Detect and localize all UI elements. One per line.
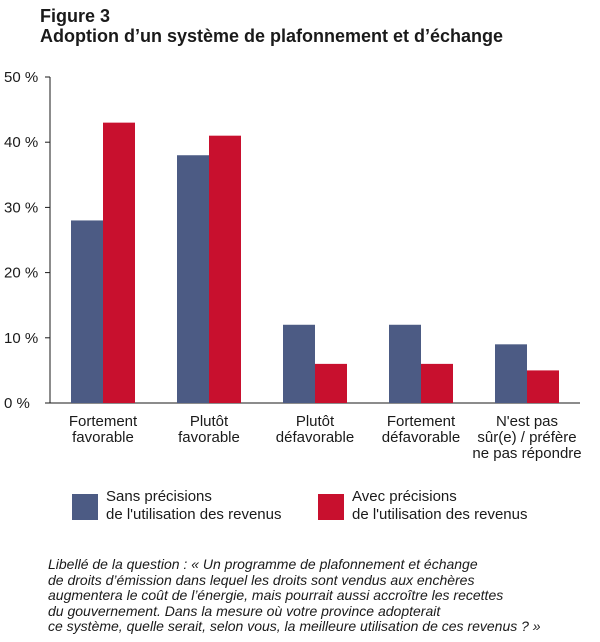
x-category-label-line: N'est pas xyxy=(496,413,558,430)
legend-swatch-series-2 xyxy=(318,494,344,520)
y-tick-label: 10 % xyxy=(4,330,38,347)
note-line: du gouvernement. Dans la mesure où votre… xyxy=(48,602,441,619)
chart-title: Adoption d’un système de plafonnement et… xyxy=(40,26,504,46)
bar-series-1 xyxy=(495,344,527,403)
note-line: ce système, quelle serait, selon vous, l… xyxy=(48,618,541,635)
x-category-label: N'est pas sûr(e) / préfère ne pas répondre xyxy=(472,413,581,462)
x-category-label-line: favorable xyxy=(178,429,240,446)
figure-label: Figure 3 xyxy=(40,6,111,26)
x-category-label-line: Plutôt xyxy=(190,413,229,430)
x-category-label: Plutôt défavorable xyxy=(276,413,354,446)
x-category-label-line: défavorable xyxy=(382,429,460,446)
y-tick-label: 0 % xyxy=(4,395,30,412)
legend-label-line: de l'utilisation des revenus xyxy=(352,506,528,523)
x-category-label-line: Plutôt xyxy=(296,413,335,430)
bar-series-2 xyxy=(315,363,347,403)
bar-series-2 xyxy=(421,363,453,403)
note-line: augmentera le coût de l’énergie, mais po… xyxy=(48,587,504,604)
x-category-label-line: Fortement xyxy=(387,413,456,430)
x-category-label-line: défavorable xyxy=(276,429,354,446)
legend-label-series-1: Sans précisions de l'utilisation des rev… xyxy=(106,488,281,524)
legend-label-line: Sans précisions xyxy=(106,488,212,505)
y-tick-label: 40 % xyxy=(4,134,38,151)
y-tick-label: 20 % xyxy=(4,265,38,282)
bar-series-1 xyxy=(283,324,315,403)
bar-series-2 xyxy=(209,135,241,403)
x-category-label-line: ne pas répondre xyxy=(472,445,581,462)
bar-series-1 xyxy=(389,324,421,403)
legend-label-series-2: Avec précisions de l'utilisation des rev… xyxy=(352,488,527,524)
legend-swatch-series-1 xyxy=(72,494,98,520)
bar-series-2 xyxy=(103,122,135,403)
legend-label-line: de l'utilisation des revenus xyxy=(106,506,282,523)
x-category-label-line: Fortement xyxy=(69,413,138,430)
x-category-label: Plutôt favorable xyxy=(178,413,240,446)
bar-series-2 xyxy=(527,370,559,403)
x-category-label-line: favorable xyxy=(72,429,134,446)
x-category-label: Fortement défavorable xyxy=(382,413,460,446)
y-tick-label: 30 % xyxy=(4,199,38,216)
bar-chart: 0 %10 %20 %30 %40 %50 %Fortement favorabl… xyxy=(4,69,582,462)
x-category-label-line: sûr(e) / préfère xyxy=(477,429,576,446)
y-tick-label: 50 % xyxy=(4,69,38,86)
bar-series-1 xyxy=(177,155,209,403)
bar-series-1 xyxy=(71,220,103,403)
note-line: de droits d’émission dans lequel les dro… xyxy=(48,571,475,588)
note-line: Libellé de la question : « Un programme … xyxy=(48,556,478,572)
x-category-label: Fortement favorable xyxy=(69,413,138,446)
legend-label-line: Avec précisions xyxy=(352,488,457,505)
question-note: Libellé de la question : « Un programme … xyxy=(48,556,593,635)
